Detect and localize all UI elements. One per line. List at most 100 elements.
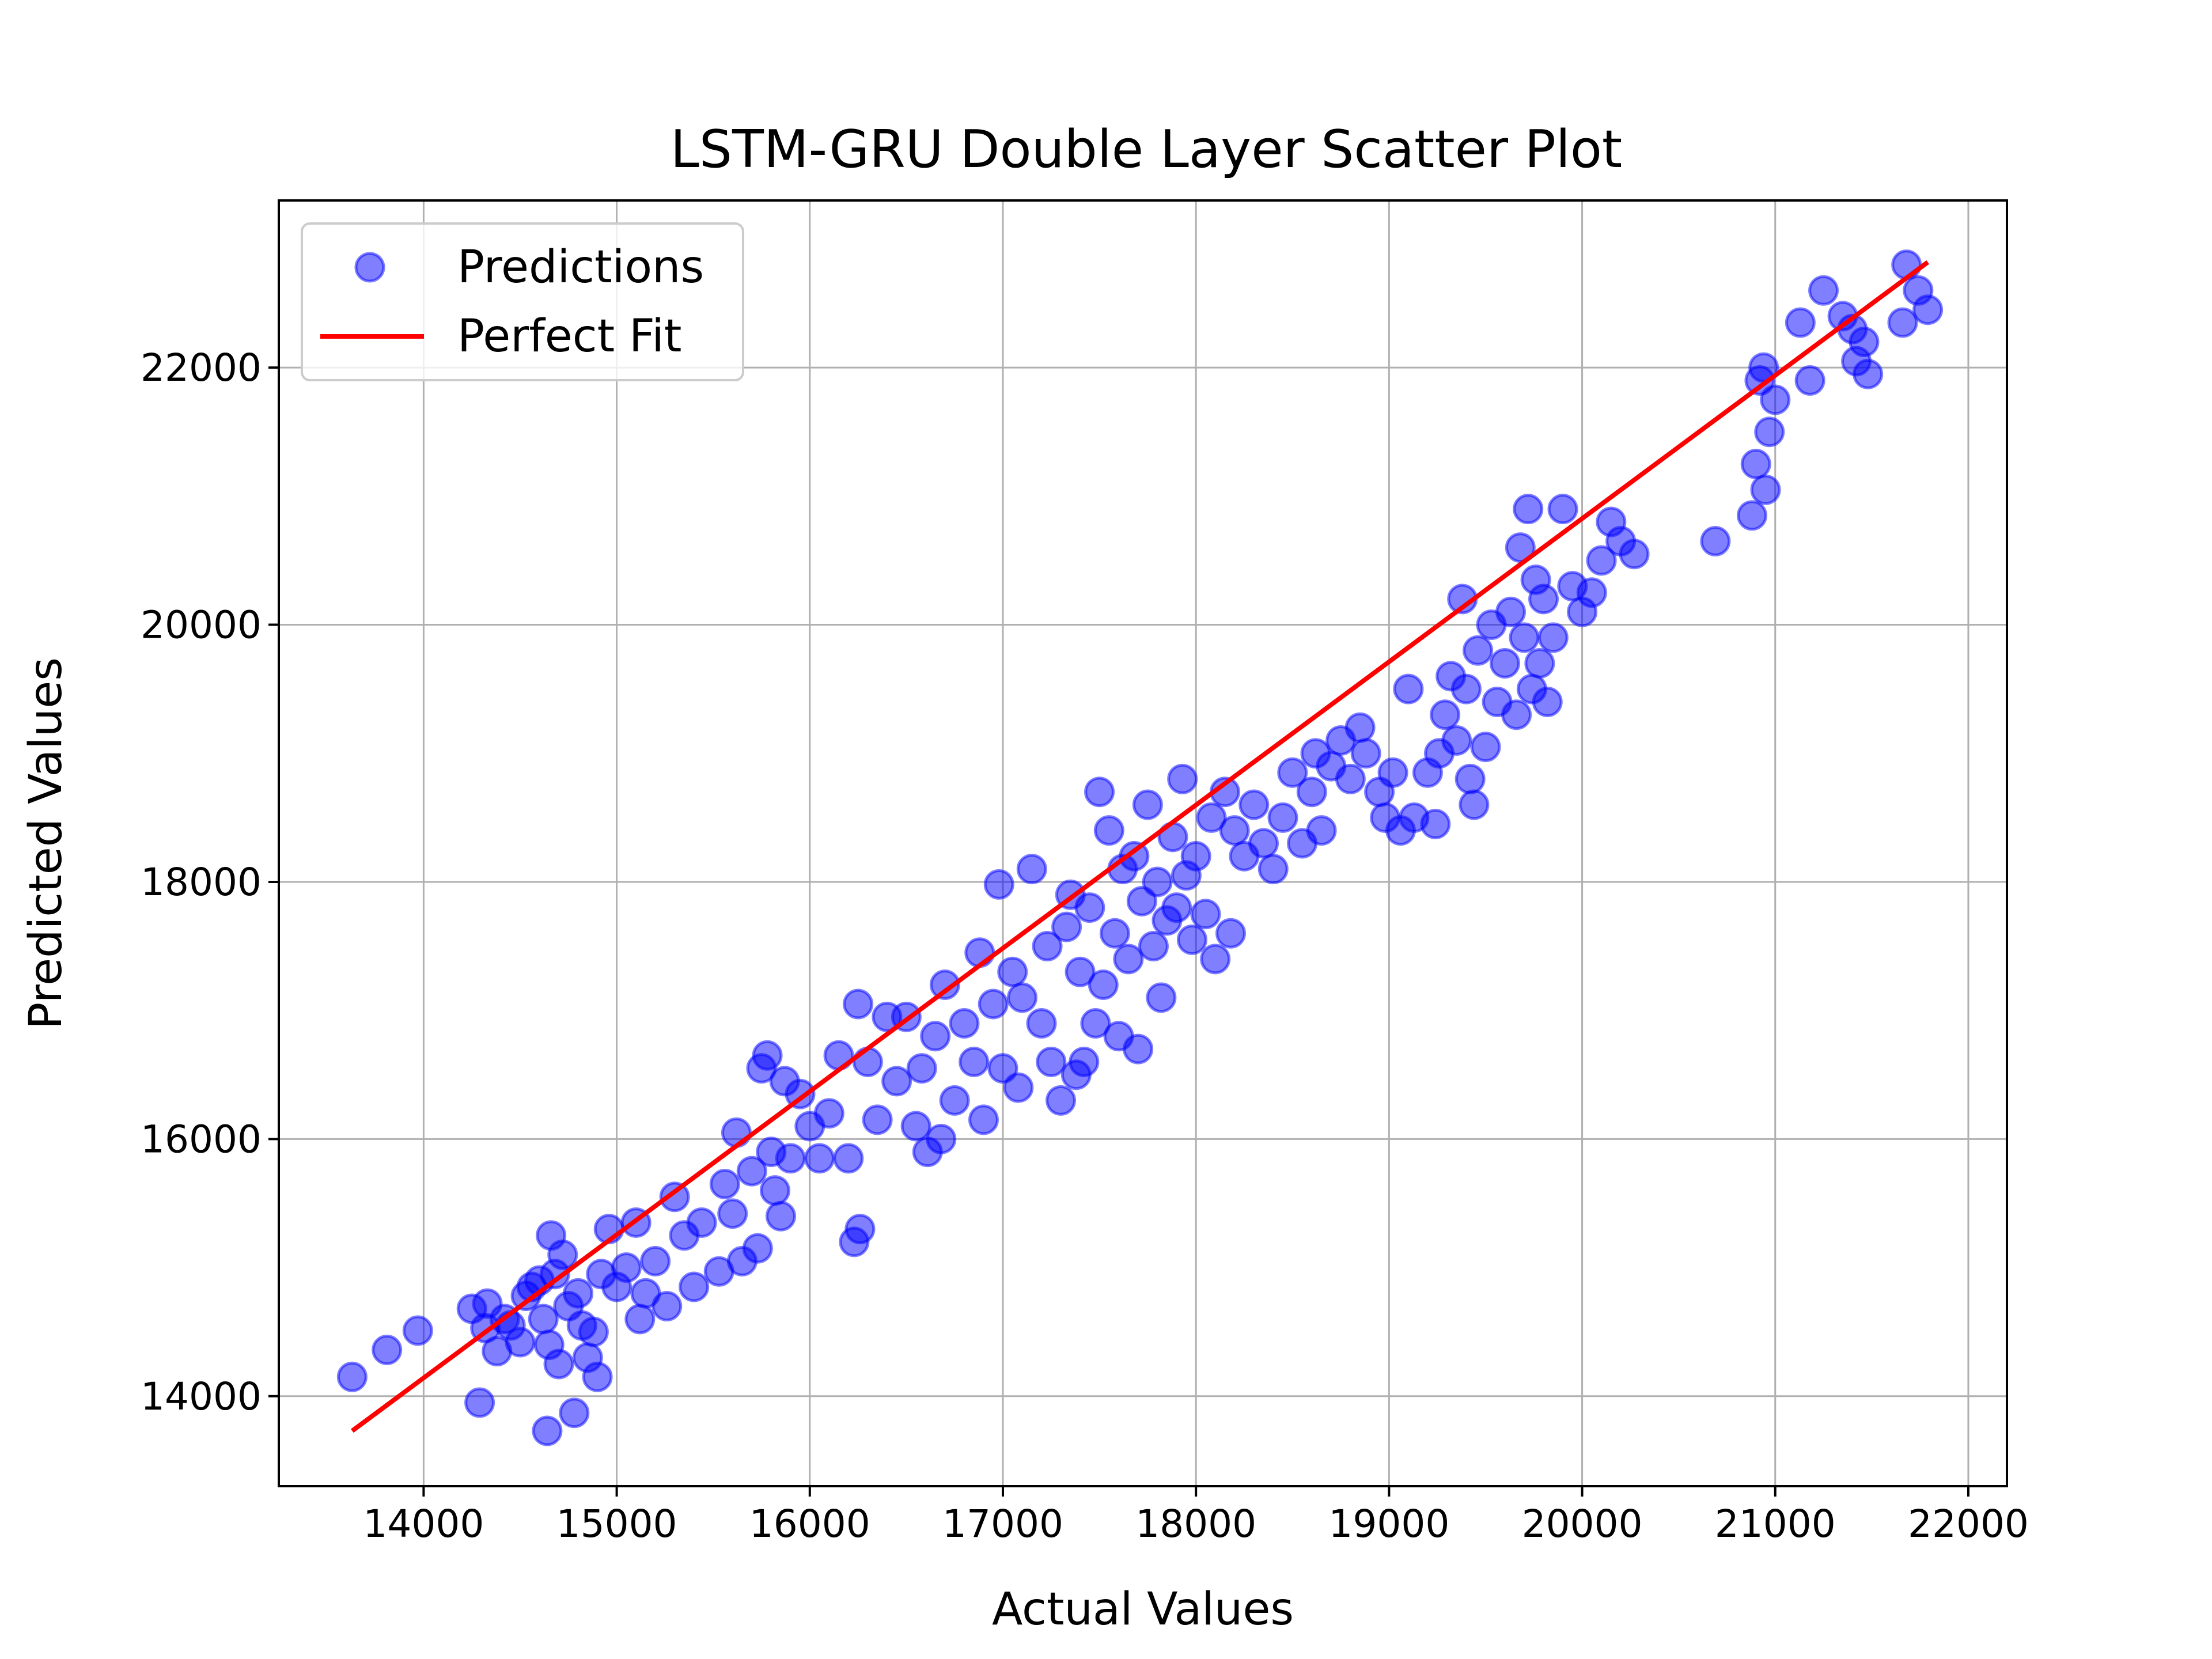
prediction-point	[1760, 384, 1791, 415]
prediction-point	[528, 1304, 559, 1335]
prediction-point	[1794, 365, 1825, 396]
y-axis-label: Predicted Values	[20, 657, 72, 1029]
x-tick-label: 17000	[942, 1502, 1063, 1546]
prediction-point	[611, 1252, 642, 1283]
prediction-point	[881, 1066, 912, 1097]
prediction-point	[1344, 712, 1376, 743]
prediction-point	[582, 1361, 613, 1392]
prediction-point	[949, 1007, 980, 1039]
prediction-point	[1180, 840, 1211, 872]
legend: Predictions Perfect Fit	[301, 222, 744, 381]
prediction-point	[1377, 757, 1408, 788]
x-tick-label: 16000	[749, 1502, 870, 1546]
prediction-point	[929, 969, 960, 1001]
prediction-point	[1537, 622, 1569, 653]
prediction-point	[736, 1156, 767, 1187]
y-tick-label: 20000	[141, 603, 262, 647]
x-axis-label: Actual Values	[992, 1584, 1294, 1635]
x-tick-label: 21000	[1715, 1502, 1836, 1546]
prediction-point	[1065, 956, 1096, 987]
prediction-point	[1196, 802, 1227, 833]
prediction-point	[336, 1361, 368, 1392]
prediction-point	[862, 1104, 893, 1135]
prediction-point	[1200, 944, 1231, 975]
prediction-point	[559, 1397, 590, 1429]
perfect-fit-line	[350, 260, 1929, 1433]
prediction-point	[978, 988, 1009, 1020]
prediction-point	[1215, 918, 1247, 949]
prediction-point	[939, 1085, 970, 1116]
prediction-point	[1084, 777, 1115, 808]
prediction-point	[1849, 327, 1880, 358]
prediction-point	[1123, 1033, 1154, 1065]
x-tick-label: 20000	[1522, 1502, 1643, 1546]
prediction-point	[766, 1200, 797, 1232]
prediction-point	[926, 1123, 957, 1154]
prediction-point	[721, 1117, 752, 1148]
prediction-point	[1036, 1046, 1067, 1077]
x-tick-label: 18000	[1135, 1502, 1256, 1546]
prediction-point	[1619, 539, 1650, 570]
prediction-point	[1069, 1046, 1100, 1077]
prediction-point	[1026, 1007, 1057, 1039]
prediction-point	[1248, 828, 1279, 859]
prediction-point	[1887, 307, 1918, 338]
prediction-point	[1093, 815, 1124, 846]
legend-box	[301, 222, 744, 381]
prediction-point	[1576, 577, 1607, 608]
prediction-point	[968, 1104, 999, 1135]
prediction-point	[1737, 500, 1768, 531]
prediction-point	[1132, 789, 1163, 820]
prediction-point	[1524, 648, 1555, 679]
prediction-point	[1080, 1007, 1111, 1039]
prediction-point	[920, 1021, 951, 1052]
prediction-point	[1146, 982, 1177, 1013]
prediction-point	[804, 1143, 835, 1174]
prediction-point	[1113, 944, 1144, 975]
prediction-point	[742, 1233, 773, 1264]
prediction-point	[686, 1207, 717, 1238]
prediction-point	[1277, 757, 1308, 788]
prediction-point	[1074, 892, 1105, 923]
prediction-point	[578, 1316, 609, 1347]
prediction-point	[1808, 275, 1839, 306]
prediction-point	[844, 1214, 876, 1245]
legend-label-predictions: Predictions	[457, 241, 704, 293]
prediction-point	[1501, 699, 1532, 730]
prediction-point	[1430, 699, 1461, 730]
prediction-point	[1238, 789, 1270, 820]
prediction-point	[1138, 931, 1169, 962]
prediction-point	[1176, 924, 1207, 955]
prediction-point	[843, 988, 874, 1020]
prediction-point	[1306, 815, 1337, 846]
prediction-point	[1700, 525, 1731, 556]
y-axis-ticks: 14000 16000 18000 20000 22000	[141, 346, 279, 1419]
y-tick-label: 14000	[141, 1374, 262, 1419]
prediction-point	[1740, 449, 1771, 480]
prediction-point	[997, 956, 1028, 987]
prediction-point	[752, 1040, 783, 1071]
prediction-point	[1586, 545, 1617, 576]
prediction-point	[1495, 596, 1527, 627]
prediction-point	[372, 1334, 403, 1365]
prediction-point	[679, 1271, 710, 1302]
prediction-point	[543, 1349, 574, 1380]
prediction-point	[1853, 358, 1884, 389]
prediction-point	[1257, 854, 1289, 885]
prediction-point	[1119, 840, 1150, 872]
prediction-point	[402, 1315, 433, 1346]
x-axis-ticks: 14000 15000 16000 17000 18000 19000 20000 21000…	[363, 1486, 2029, 1546]
prediction-point	[959, 1046, 990, 1077]
prediction-point	[813, 1098, 844, 1129]
prediction-point	[1296, 777, 1327, 808]
prediction-point	[906, 1053, 937, 1084]
prediction-point	[652, 1291, 683, 1322]
prediction-point	[1489, 648, 1520, 679]
prediction-point	[1420, 809, 1451, 840]
prediction-point	[1785, 307, 1816, 338]
prediction-point	[1891, 249, 1922, 281]
prediction-point	[624, 1304, 656, 1335]
prediction-point	[709, 1168, 740, 1199]
prediction-point	[1463, 635, 1494, 666]
prediction-point	[1509, 622, 1540, 653]
